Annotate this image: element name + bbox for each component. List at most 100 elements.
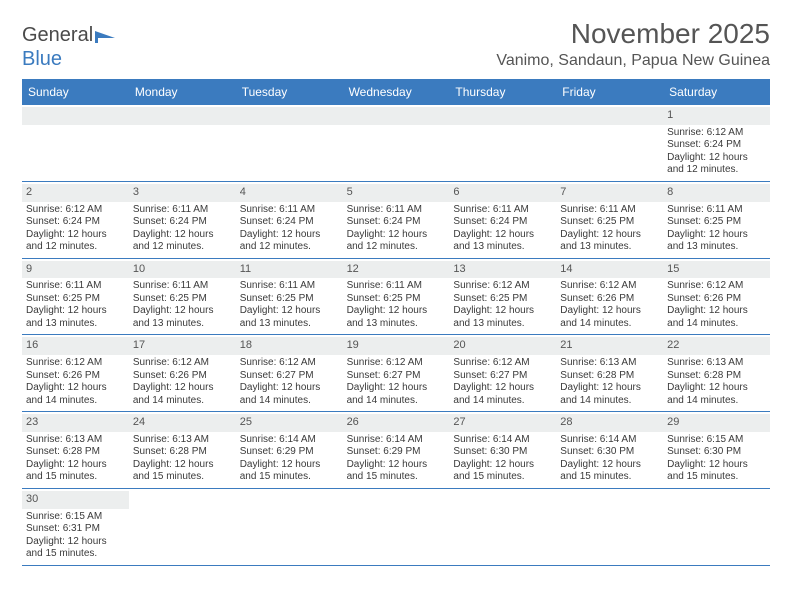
daylight-text: Daylight: 12 hours and 12 minutes. [347, 229, 446, 254]
calendar-cell: 23Sunrise: 6:13 AMSunset: 6:28 PMDayligh… [22, 412, 129, 488]
day-number [556, 107, 663, 125]
sunrise-text: Sunrise: 6:11 AM [347, 280, 446, 293]
day-number: 11 [236, 261, 343, 279]
daylight-text: Daylight: 12 hours and 13 minutes. [667, 229, 766, 254]
sunset-text: Sunset: 6:27 PM [453, 370, 552, 383]
sunset-text: Sunset: 6:28 PM [133, 446, 232, 459]
week-row: 23Sunrise: 6:13 AMSunset: 6:28 PMDayligh… [22, 412, 770, 489]
calendar-cell-empty [449, 489, 556, 565]
day-number: 28 [556, 414, 663, 432]
sunset-text: Sunset: 6:24 PM [453, 216, 552, 229]
calendar-cell: 14Sunrise: 6:12 AMSunset: 6:26 PMDayligh… [556, 259, 663, 335]
week-row: 1Sunrise: 6:12 AMSunset: 6:24 PMDaylight… [22, 105, 770, 182]
sunrise-text: Sunrise: 6:11 AM [667, 204, 766, 217]
sunset-text: Sunset: 6:24 PM [240, 216, 339, 229]
sunrise-text: Sunrise: 6:12 AM [453, 357, 552, 370]
day-number [663, 491, 770, 509]
logo-text-1: General [22, 24, 93, 47]
day-number: 7 [556, 184, 663, 202]
calendar: Sunday Monday Tuesday Wednesday Thursday… [22, 79, 770, 566]
day-number: 4 [236, 184, 343, 202]
day-number: 10 [129, 261, 236, 279]
sunset-text: Sunset: 6:30 PM [667, 446, 766, 459]
day-number: 30 [22, 491, 129, 509]
day-number: 1 [663, 107, 770, 125]
sunset-text: Sunset: 6:27 PM [240, 370, 339, 383]
day-header: Friday [556, 79, 663, 105]
sunrise-text: Sunrise: 6:15 AM [667, 434, 766, 447]
day-header-row: Sunday Monday Tuesday Wednesday Thursday… [22, 79, 770, 105]
sunrise-text: Sunrise: 6:12 AM [347, 357, 446, 370]
calendar-cell: 21Sunrise: 6:13 AMSunset: 6:28 PMDayligh… [556, 335, 663, 411]
day-number [129, 107, 236, 125]
sunrise-text: Sunrise: 6:15 AM [26, 511, 125, 524]
sunset-text: Sunset: 6:25 PM [667, 216, 766, 229]
sunrise-text: Sunrise: 6:12 AM [240, 357, 339, 370]
day-number: 16 [22, 337, 129, 355]
calendar-cell-empty [236, 489, 343, 565]
sunset-text: Sunset: 6:25 PM [240, 293, 339, 306]
sunrise-text: Sunrise: 6:13 AM [26, 434, 125, 447]
sunset-text: Sunset: 6:28 PM [26, 446, 125, 459]
daylight-text: Daylight: 12 hours and 14 minutes. [133, 382, 232, 407]
day-number: 6 [449, 184, 556, 202]
day-number: 5 [343, 184, 450, 202]
sunrise-text: Sunrise: 6:11 AM [240, 280, 339, 293]
calendar-cell-empty [129, 489, 236, 565]
daylight-text: Daylight: 12 hours and 13 minutes. [26, 305, 125, 330]
calendar-cell: 3Sunrise: 6:11 AMSunset: 6:24 PMDaylight… [129, 182, 236, 258]
sunrise-text: Sunrise: 6:11 AM [347, 204, 446, 217]
calendar-cell-empty [236, 105, 343, 181]
calendar-cell: 19Sunrise: 6:12 AMSunset: 6:27 PMDayligh… [343, 335, 450, 411]
daylight-text: Daylight: 12 hours and 14 minutes. [667, 305, 766, 330]
calendar-cell-empty [556, 105, 663, 181]
day-number: 8 [663, 184, 770, 202]
day-number: 20 [449, 337, 556, 355]
sunrise-text: Sunrise: 6:13 AM [560, 357, 659, 370]
day-number: 15 [663, 261, 770, 279]
daylight-text: Daylight: 12 hours and 13 minutes. [240, 305, 339, 330]
daylight-text: Daylight: 12 hours and 13 minutes. [453, 229, 552, 254]
calendar-cell: 27Sunrise: 6:14 AMSunset: 6:30 PMDayligh… [449, 412, 556, 488]
day-number [449, 107, 556, 125]
daylight-text: Daylight: 12 hours and 14 minutes. [26, 382, 125, 407]
daylight-text: Daylight: 12 hours and 14 minutes. [560, 382, 659, 407]
day-number: 25 [236, 414, 343, 432]
sunset-text: Sunset: 6:30 PM [560, 446, 659, 459]
sunset-text: Sunset: 6:24 PM [133, 216, 232, 229]
calendar-cell: 24Sunrise: 6:13 AMSunset: 6:28 PMDayligh… [129, 412, 236, 488]
daylight-text: Daylight: 12 hours and 14 minutes. [560, 305, 659, 330]
logo: General [22, 18, 117, 47]
calendar-cell: 17Sunrise: 6:12 AMSunset: 6:26 PMDayligh… [129, 335, 236, 411]
calendar-cell: 13Sunrise: 6:12 AMSunset: 6:25 PMDayligh… [449, 259, 556, 335]
sunset-text: Sunset: 6:31 PM [26, 523, 125, 536]
day-number: 29 [663, 414, 770, 432]
calendar-cell: 8 Sunrise: 6:11 AMSunset: 6:25 PMDaylight… [663, 182, 770, 258]
daylight-text: Daylight: 12 hours and 12 minutes. [240, 229, 339, 254]
sunrise-text: Sunrise: 6:12 AM [667, 127, 766, 140]
day-number [343, 107, 450, 125]
daylight-text: Daylight: 12 hours and 14 minutes. [667, 382, 766, 407]
daylight-text: Daylight: 12 hours and 15 minutes. [453, 459, 552, 484]
daylight-text: Daylight: 12 hours and 14 minutes. [347, 382, 446, 407]
calendar-cell: 15Sunrise: 6:12 AMSunset: 6:26 PMDayligh… [663, 259, 770, 335]
week-row: 9Sunrise: 6:11 AMSunset: 6:25 PMDaylight… [22, 259, 770, 336]
day-number: 9 [22, 261, 129, 279]
day-number [449, 491, 556, 509]
month-title: November 2025 [496, 18, 770, 50]
daylight-text: Daylight: 12 hours and 15 minutes. [240, 459, 339, 484]
day-header: Thursday [449, 79, 556, 105]
day-number [236, 107, 343, 125]
sunrise-text: Sunrise: 6:11 AM [26, 280, 125, 293]
week-row: 16Sunrise: 6:12 AMSunset: 6:26 PMDayligh… [22, 335, 770, 412]
day-number: 13 [449, 261, 556, 279]
day-header: Saturday [663, 79, 770, 105]
calendar-cell: 5Sunrise: 6:11 AMSunset: 6:24 PMDaylight… [343, 182, 450, 258]
day-number: 24 [129, 414, 236, 432]
daylight-text: Daylight: 12 hours and 13 minutes. [133, 305, 232, 330]
calendar-cell: 9Sunrise: 6:11 AMSunset: 6:25 PMDaylight… [22, 259, 129, 335]
sunrise-text: Sunrise: 6:12 AM [667, 280, 766, 293]
daylight-text: Daylight: 12 hours and 15 minutes. [667, 459, 766, 484]
daylight-text: Daylight: 12 hours and 15 minutes. [26, 459, 125, 484]
sunset-text: Sunset: 6:25 PM [347, 293, 446, 306]
